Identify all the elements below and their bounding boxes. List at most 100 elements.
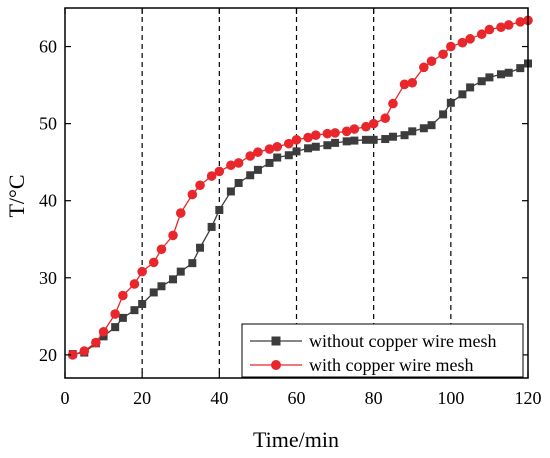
data-point-square <box>466 83 475 92</box>
series-with-mesh <box>67 15 533 360</box>
data-point-circle <box>407 77 418 88</box>
legend-marker-circle <box>271 360 281 370</box>
data-point-square <box>215 205 224 214</box>
data-point-circle <box>322 128 333 139</box>
data-point-square <box>284 151 293 160</box>
data-point-square <box>408 127 417 136</box>
data-point-circle <box>79 346 90 356</box>
data-point-square <box>226 187 235 196</box>
data-point-circle <box>245 151 255 161</box>
data-point-square <box>311 142 320 151</box>
data-point-square <box>265 158 274 167</box>
data-point-circle <box>175 208 186 218</box>
data-point-square <box>427 121 436 130</box>
reference-lines <box>141 8 452 378</box>
data-point-circle <box>129 279 140 289</box>
data-point-square <box>138 300 147 308</box>
data-point-square <box>369 135 378 144</box>
data-point-square <box>439 110 448 119</box>
data-point-square <box>458 90 467 99</box>
data-point-circle <box>195 180 205 191</box>
data-point-square <box>176 267 185 276</box>
data-point-circle <box>67 350 78 360</box>
data-point-square <box>196 243 205 252</box>
data-point-square <box>323 141 332 150</box>
data-point-square <box>516 64 525 73</box>
data-point-circle <box>349 124 360 134</box>
data-point-square <box>149 288 158 297</box>
data-point-square <box>304 144 313 153</box>
data-point-circle <box>310 130 321 140</box>
data-point-square <box>477 77 486 86</box>
data-point-circle <box>118 290 128 301</box>
data-point-circle <box>457 37 468 48</box>
data-point-circle <box>91 337 101 348</box>
data-point-square <box>169 275 178 284</box>
y-axis-title: T/°C <box>4 174 29 217</box>
x-tick-label: 100 <box>437 388 464 408</box>
data-point-circle <box>272 141 283 152</box>
x-axis-title: Time/min <box>253 427 339 452</box>
data-point-square <box>504 68 513 77</box>
data-point-square <box>157 282 166 291</box>
data-point-circle <box>465 34 475 44</box>
data-point-circle <box>496 22 506 33</box>
data-point-square <box>188 259 197 268</box>
data-point-circle <box>476 29 487 40</box>
data-point-circle <box>110 309 120 319</box>
series-without-mesh <box>68 59 532 359</box>
series-line <box>72 62 529 355</box>
data-point-circle <box>214 166 225 177</box>
legend-label-without-mesh: without copper wire mesh <box>309 331 496 351</box>
data-point-square <box>273 153 282 162</box>
data-point-square <box>419 124 428 133</box>
data-point-square <box>207 222 216 231</box>
data-point-square <box>246 171 255 180</box>
data-point-square <box>130 306 139 315</box>
legend-marker-square <box>271 336 281 346</box>
data-point-square <box>118 313 127 322</box>
y-tick-label: 30 <box>39 268 57 288</box>
data-point-circle <box>226 160 236 171</box>
data-point-circle <box>303 132 313 143</box>
data-point-circle <box>419 62 429 73</box>
data-point-circle <box>187 189 198 200</box>
data-point-square <box>111 323 120 332</box>
data-point-circle <box>388 98 398 109</box>
data-point-circle <box>368 118 379 129</box>
x-tick-label: 20 <box>133 388 151 408</box>
data-point-square <box>361 135 370 144</box>
data-point-circle <box>283 138 294 149</box>
data-point-square <box>350 136 359 145</box>
data-point-circle <box>446 41 456 52</box>
data-point-circle <box>330 128 340 138</box>
x-tick-label: 40 <box>210 388 228 408</box>
data-point-circle <box>98 326 109 337</box>
data-point-circle <box>206 171 217 181</box>
data-point-circle <box>484 24 495 35</box>
x-tick-label: 80 <box>365 388 383 408</box>
data-point-circle <box>341 126 352 137</box>
data-point-circle <box>380 113 391 124</box>
data-point-circle <box>426 56 437 66</box>
data-point-circle <box>264 144 275 154</box>
y-tick-label: 40 <box>39 191 57 211</box>
data-point-circle <box>233 158 244 168</box>
x-tick-label: 0 <box>61 388 70 408</box>
legend: without copper wire mesh with copper wir… <box>241 323 524 378</box>
data-point-circle <box>438 49 448 60</box>
data-point-square <box>381 135 390 144</box>
data-point-circle <box>148 257 159 268</box>
data-point-square <box>234 178 243 187</box>
data-point-circle <box>253 147 263 157</box>
series-group <box>67 15 533 360</box>
axis-tick-labels: 0 20 40 60 80 100 120 20 30 40 50 60 <box>39 37 542 408</box>
data-point-circle <box>137 266 147 277</box>
data-point-circle <box>156 244 167 255</box>
data-point-square <box>388 132 397 141</box>
y-tick-label: 60 <box>39 37 57 57</box>
data-point-circle <box>168 230 178 241</box>
data-point-square <box>496 70 505 79</box>
data-point-square <box>253 165 262 174</box>
